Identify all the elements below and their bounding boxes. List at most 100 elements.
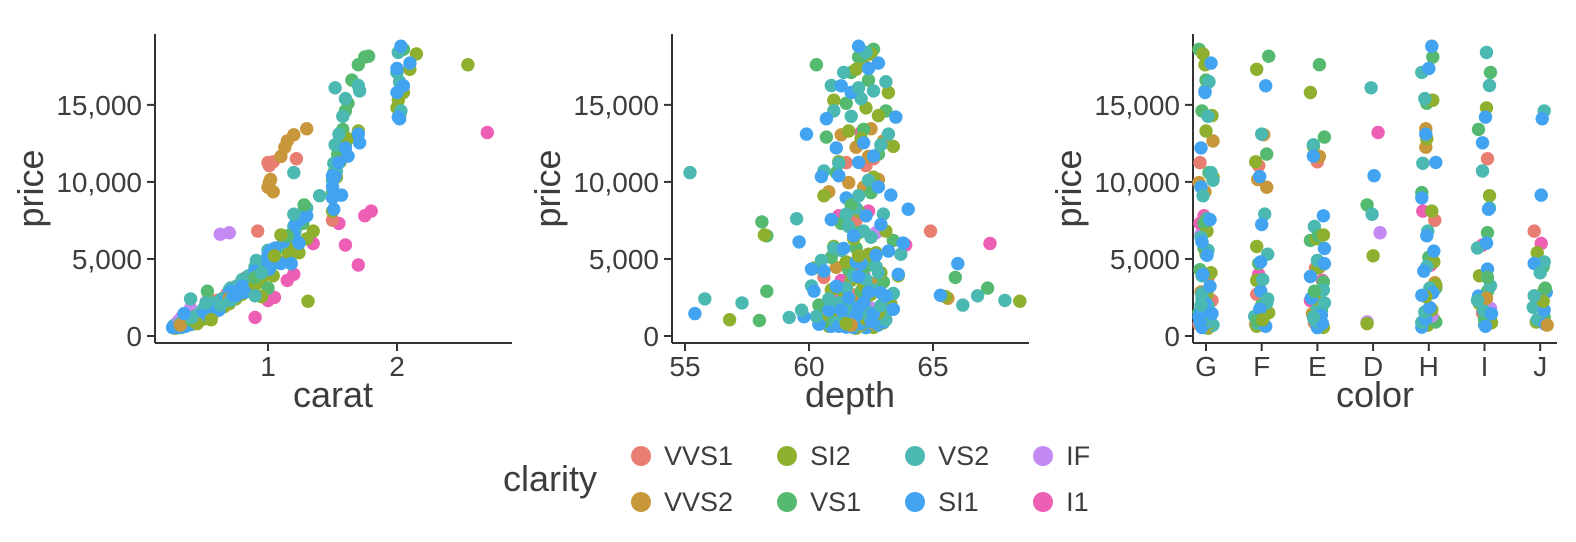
data-point xyxy=(834,303,848,317)
data-point xyxy=(1204,165,1218,180)
data-point xyxy=(1420,229,1434,243)
data-point xyxy=(881,85,896,100)
data-point xyxy=(933,288,948,302)
legend-entry-si1: SI1 xyxy=(905,479,989,525)
data-point xyxy=(842,291,856,305)
x-tick-label: I xyxy=(1481,351,1489,382)
data-point xyxy=(173,318,187,332)
panel-price-vs-depth: 0 5,000 10,000 15,000 55 60 65 depth price xyxy=(527,34,1029,415)
data-point xyxy=(1306,149,1321,163)
data-point xyxy=(1483,65,1498,80)
data-point xyxy=(1417,264,1431,278)
data-point xyxy=(980,281,995,295)
data-point xyxy=(851,81,866,95)
legend-entry-vvs2: VVS2 xyxy=(631,479,733,525)
y-axis-title-color: price xyxy=(1048,149,1089,227)
legend-key-dot xyxy=(631,492,652,512)
data-point xyxy=(1258,207,1272,221)
data-point xyxy=(1260,180,1274,194)
y-tick-label: 0 xyxy=(1164,321,1180,352)
data-point xyxy=(341,149,355,163)
data-point xyxy=(1256,272,1270,287)
data-point xyxy=(403,56,417,70)
data-point xyxy=(1307,284,1322,298)
x-tick-label: F xyxy=(1253,351,1270,382)
data-point xyxy=(254,266,269,280)
x-axis-title-depth: depth xyxy=(805,374,895,415)
data-point xyxy=(1195,235,1209,249)
data-point xyxy=(1199,124,1213,138)
data-point xyxy=(824,212,838,227)
x-tick-label: 1 xyxy=(260,351,276,382)
legend-title: clarity xyxy=(503,458,598,499)
data-point xyxy=(1013,294,1027,308)
data-point xyxy=(983,236,997,251)
data-point xyxy=(1316,228,1331,242)
data-point xyxy=(1312,57,1327,72)
data-point xyxy=(204,313,218,327)
legend-key-dot xyxy=(905,492,926,512)
data-point xyxy=(812,298,826,312)
data-point xyxy=(1538,281,1552,295)
legend-entry-label: I1 xyxy=(1066,486,1089,517)
data-point xyxy=(1249,155,1263,169)
data-point xyxy=(856,224,871,238)
data-point xyxy=(1259,79,1273,93)
y-tick-label: 0 xyxy=(643,321,659,352)
data-point xyxy=(1255,127,1269,141)
data-point xyxy=(1530,246,1544,260)
data-point xyxy=(300,122,314,136)
data-point xyxy=(844,109,858,124)
data-point xyxy=(871,56,886,70)
data-point xyxy=(829,260,843,274)
data-point xyxy=(874,138,888,152)
data-point xyxy=(846,229,861,243)
y-tick-label: 0 xyxy=(126,321,142,352)
data-point xyxy=(1423,300,1437,315)
legend-key-dot xyxy=(777,492,798,512)
data-point xyxy=(1317,241,1332,256)
data-point xyxy=(334,188,349,202)
data-point xyxy=(819,112,834,126)
data-point xyxy=(861,73,876,87)
data-point xyxy=(842,124,856,138)
data-point xyxy=(822,303,836,317)
data-point xyxy=(851,189,866,203)
data-point xyxy=(1480,152,1495,166)
x-tick-label: G xyxy=(1195,351,1217,382)
data-point xyxy=(901,202,915,216)
legend-entry-label: VVS1 xyxy=(664,440,734,471)
data-point xyxy=(839,281,853,295)
data-point xyxy=(861,173,876,187)
data-point xyxy=(1198,85,1212,100)
data-point xyxy=(824,78,838,93)
data-point xyxy=(328,138,342,152)
data-point xyxy=(842,175,856,190)
data-point xyxy=(956,298,970,312)
data-point xyxy=(328,81,342,95)
data-point xyxy=(274,228,288,242)
x-tick-label: 65 xyxy=(917,351,948,382)
data-point xyxy=(297,198,311,212)
data-point xyxy=(1426,50,1440,64)
x-tick-label: H xyxy=(1419,351,1439,382)
y-axis-title-carat: price xyxy=(10,149,51,227)
data-point xyxy=(851,39,866,53)
data-point xyxy=(1418,91,1432,106)
data-point xyxy=(1256,313,1270,327)
data-point xyxy=(287,128,301,142)
data-point xyxy=(1427,244,1441,258)
data-point xyxy=(874,217,888,232)
data-point xyxy=(289,152,304,166)
data-point xyxy=(1201,109,1215,124)
data-point xyxy=(1535,112,1549,126)
data-point xyxy=(248,310,262,325)
data-point xyxy=(1316,209,1331,223)
data-point xyxy=(1478,319,1493,333)
data-point xyxy=(226,288,240,302)
data-point xyxy=(1250,239,1264,254)
data-point xyxy=(1262,49,1276,63)
data-point xyxy=(251,224,265,238)
data-point xyxy=(1366,249,1380,263)
